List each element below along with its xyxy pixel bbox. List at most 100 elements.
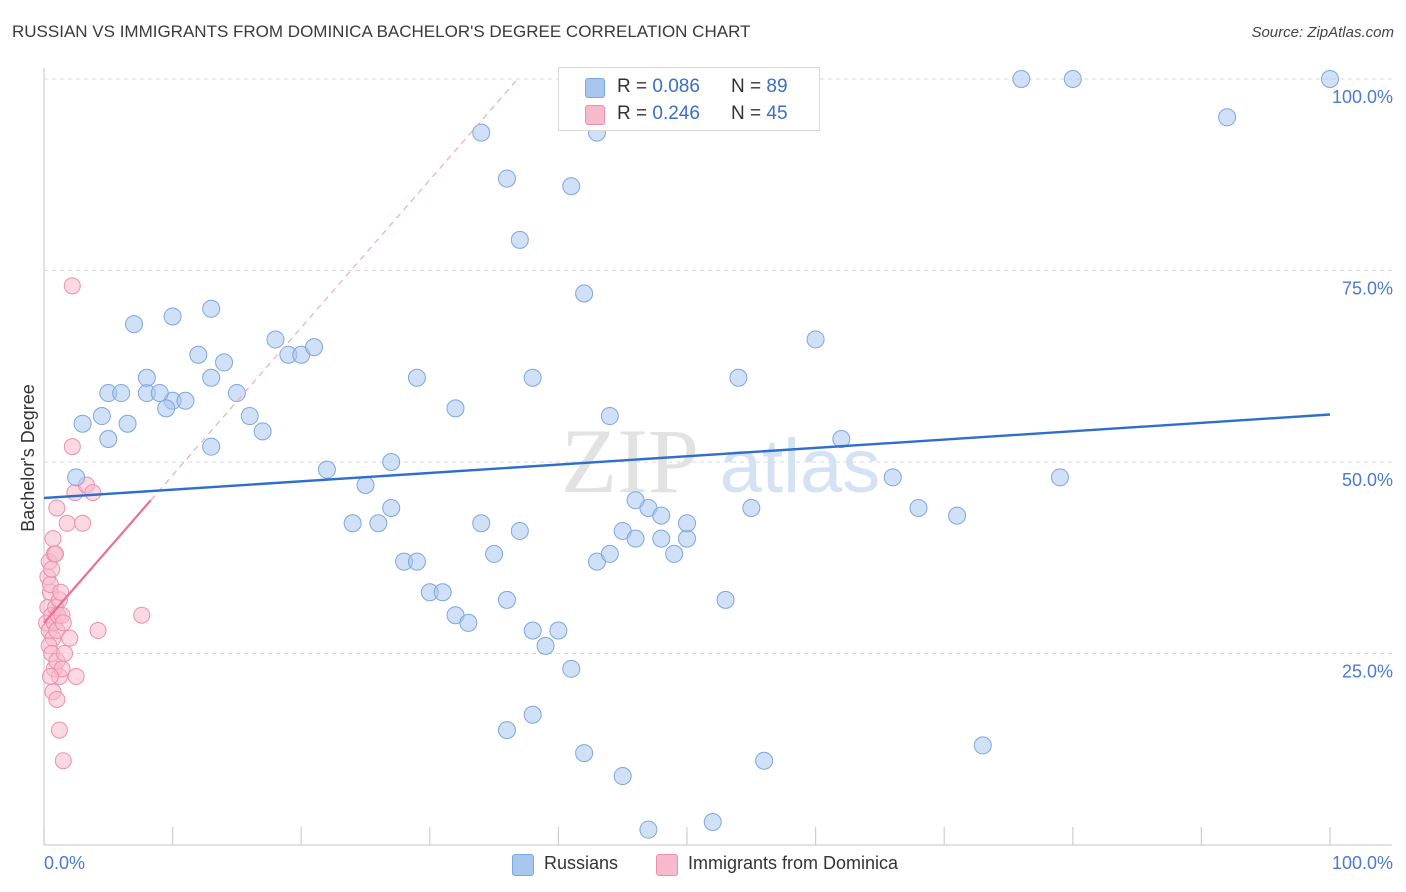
y-tick-label: 25.0%	[1342, 662, 1393, 682]
dominica-point	[47, 545, 65, 563]
russians-point	[523, 705, 542, 724]
russians-point	[472, 123, 491, 142]
russians-point	[1012, 70, 1031, 88]
r-value: 0.086	[652, 76, 700, 97]
russians-point	[240, 407, 259, 426]
dominica-point	[74, 514, 92, 532]
russians-point	[562, 177, 581, 196]
dominica-point	[63, 438, 81, 456]
russians-point	[626, 491, 645, 510]
n-stat: N = 89	[731, 76, 788, 97]
r-value: 0.246	[652, 103, 700, 124]
dominica-point	[44, 530, 62, 548]
dominica-point	[54, 614, 72, 632]
russians-legend-swatch	[512, 854, 534, 876]
russians-point	[755, 751, 774, 770]
russians-point	[485, 544, 504, 563]
dominica-point	[54, 752, 72, 770]
russians-point	[382, 498, 401, 517]
russians-point	[678, 529, 696, 548]
dominica-point	[56, 645, 74, 662]
russians-point	[948, 506, 967, 525]
dominica-swatch	[585, 105, 605, 125]
russians-point	[652, 529, 671, 548]
russians-point	[266, 330, 285, 349]
x-tick-label-min: 0.0%	[44, 853, 85, 873]
russians-point	[497, 590, 516, 609]
russians-point	[472, 514, 491, 533]
n-value: 45	[766, 103, 788, 124]
russians-point	[99, 430, 118, 449]
russians-point	[202, 368, 221, 387]
russians-point	[536, 636, 555, 655]
russians-point	[909, 498, 928, 517]
russians-point	[202, 437, 221, 456]
n-value: 89	[766, 76, 788, 97]
russians-point	[407, 552, 426, 571]
russians-point	[253, 422, 272, 441]
russians-point	[433, 583, 452, 602]
russians-point	[305, 338, 324, 357]
russians-point	[163, 307, 182, 326]
russians-point	[125, 315, 144, 334]
russians-point	[227, 384, 246, 403]
dominica-point	[43, 560, 61, 578]
russians-point	[369, 514, 388, 533]
y-tick-label: 100.0%	[1332, 87, 1393, 107]
russians-trend-line	[43, 413, 1331, 500]
n-stat: N = 45	[731, 103, 788, 124]
russians-point	[652, 506, 671, 525]
dominica-point	[84, 484, 102, 502]
russians-point	[67, 468, 86, 487]
russians-point	[575, 284, 594, 303]
russians-point	[510, 521, 529, 540]
russians-point	[1321, 70, 1339, 88]
dominica-trend-extension	[150, 78, 519, 501]
russians-point	[189, 345, 208, 364]
dominica-legend-swatch	[656, 854, 678, 876]
russians-point	[626, 529, 645, 548]
russians-point	[562, 659, 581, 678]
russians-point	[382, 453, 401, 471]
russians-point	[137, 368, 156, 387]
r-stat: R = 0.246	[617, 103, 700, 124]
russians-point	[497, 721, 516, 740]
russians-point	[678, 514, 696, 533]
russians-point	[973, 736, 992, 755]
r-stat: R = 0.086	[617, 76, 700, 97]
russians-point	[575, 744, 594, 763]
russians-point	[523, 368, 542, 387]
y-axis-title: Bachelor's Degree	[18, 384, 38, 532]
russians-point	[459, 613, 478, 632]
dominica-point	[63, 277, 81, 295]
russians-point	[549, 621, 568, 640]
dominica-point	[41, 667, 59, 685]
stats-legend: R = 0.086 N = 89 R = 0.246 N = 45	[558, 67, 820, 131]
russians-point	[716, 590, 735, 609]
russians-swatch	[585, 78, 605, 98]
russians-point	[112, 384, 131, 403]
russians-point	[497, 169, 516, 188]
source-label: Source: ZipAtlas.com	[1251, 24, 1394, 41]
dominica-point	[48, 499, 66, 517]
russians-point	[176, 391, 195, 410]
russians-point	[832, 430, 851, 449]
russians-point	[613, 767, 632, 786]
russians-point	[523, 621, 542, 640]
russians-point	[1218, 108, 1237, 127]
russians-point	[157, 399, 176, 418]
russians-point	[1063, 70, 1082, 88]
dominica-point	[58, 514, 76, 532]
russians-point	[883, 468, 902, 487]
russians-point	[742, 498, 761, 517]
russians-point	[317, 460, 336, 479]
russians-point	[806, 330, 825, 349]
dominica-point	[48, 690, 66, 708]
russians-point	[118, 414, 137, 433]
dominica-point	[133, 606, 151, 624]
dominica-legend-label: Immigrants from Dominica	[688, 853, 899, 873]
chart-title: RUSSIAN VS IMMIGRANTS FROM DOMINICA BACH…	[12, 22, 751, 41]
dominica-trend-line	[43, 499, 152, 624]
dominica-point	[61, 629, 79, 647]
